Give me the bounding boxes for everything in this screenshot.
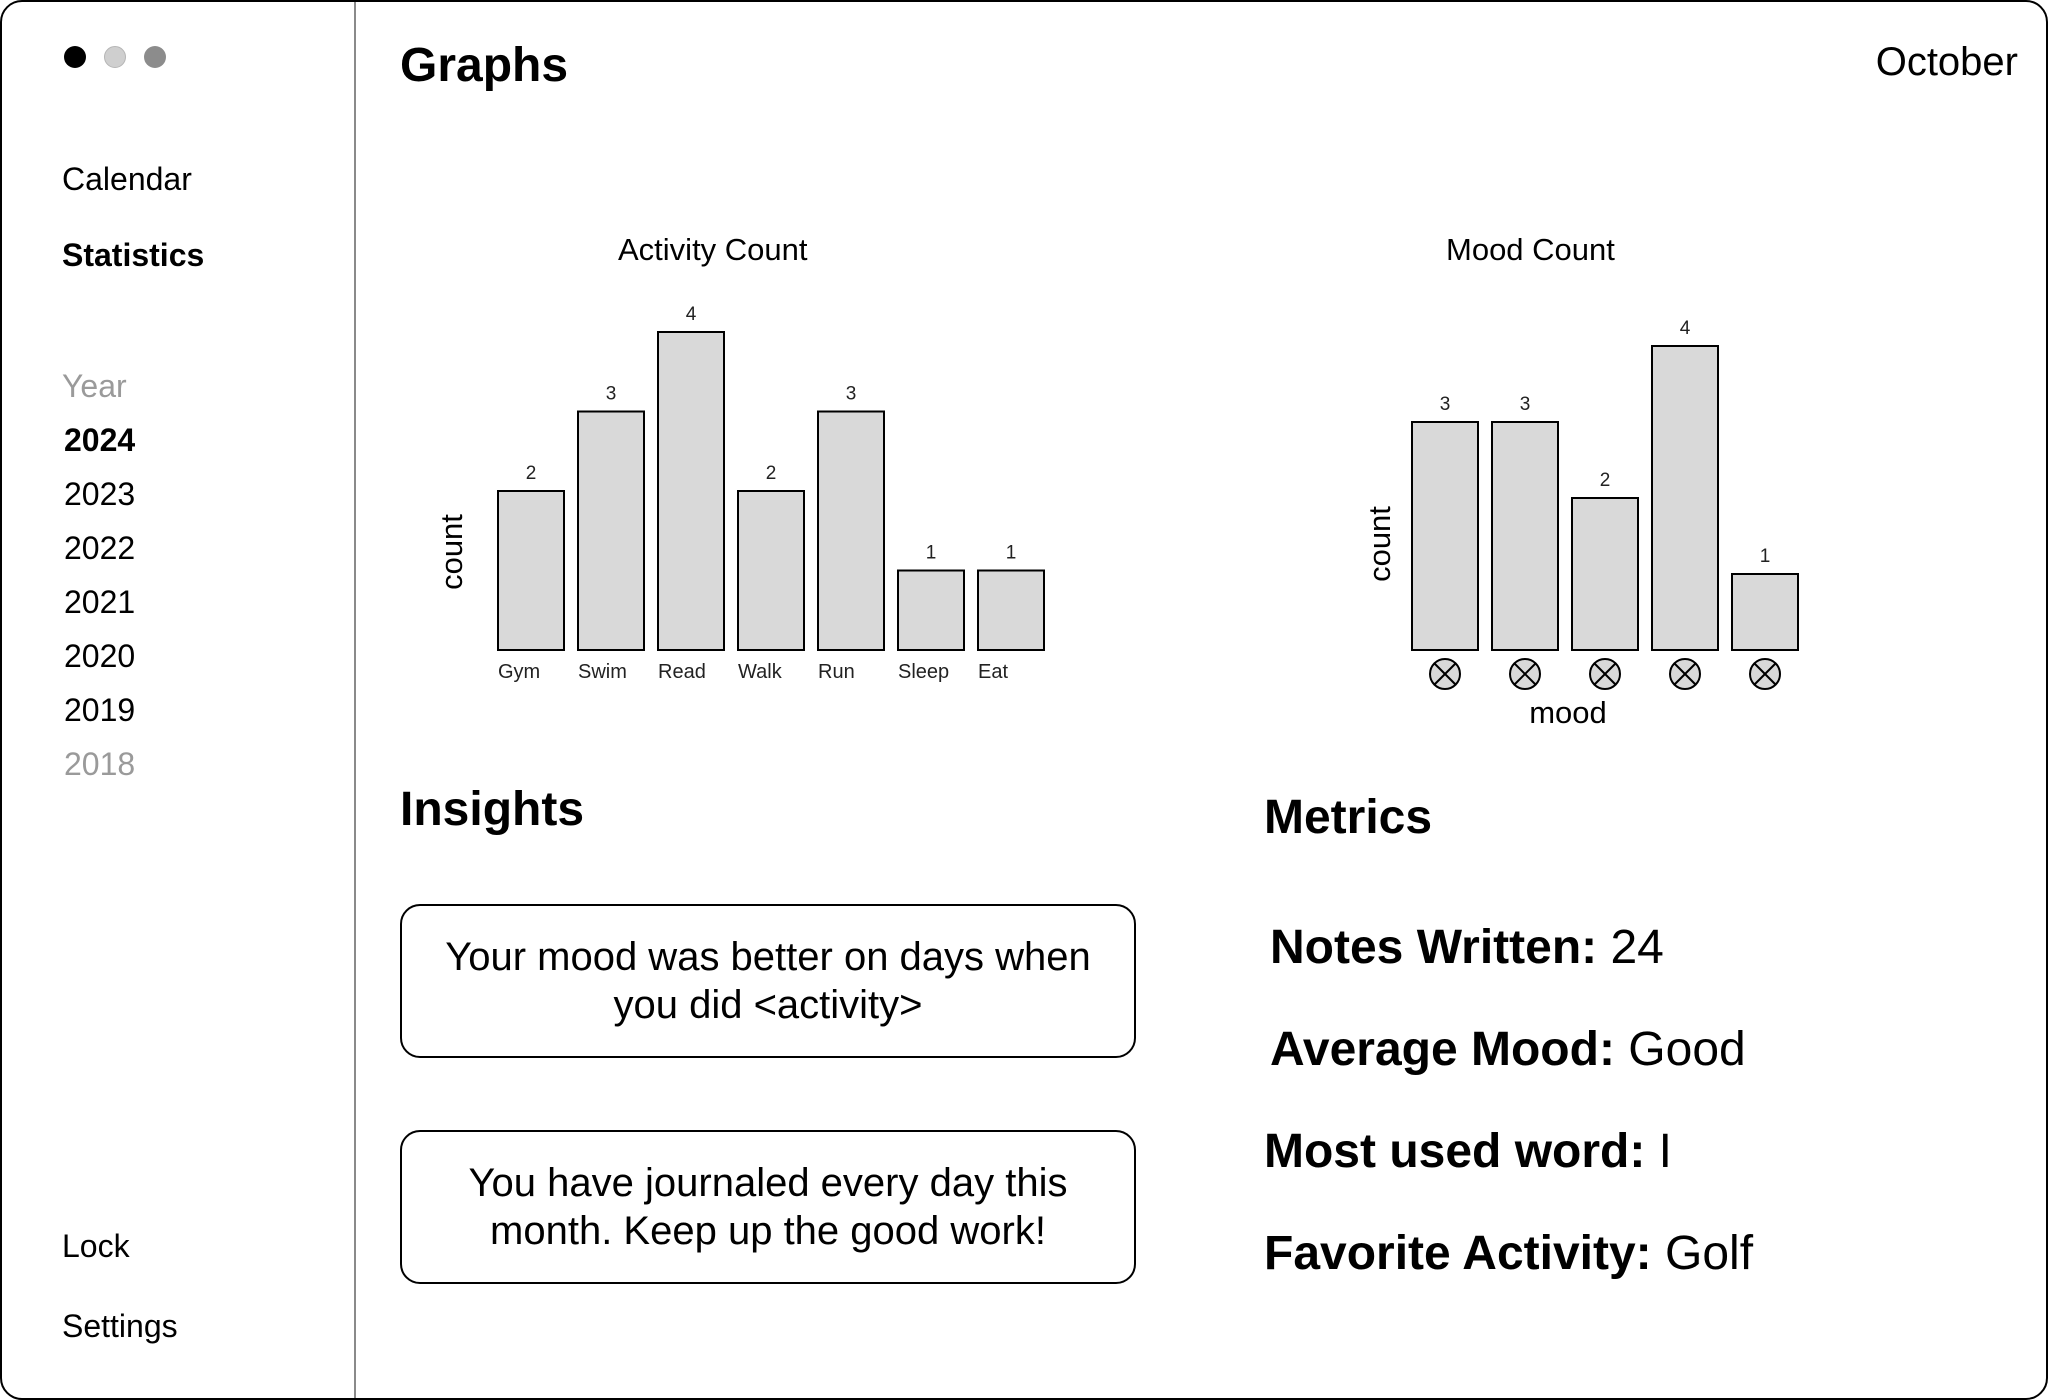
year-2024[interactable]: 2024: [64, 422, 136, 458]
tick-label: Swim: [578, 661, 627, 683]
bar: [1491, 421, 1559, 651]
bar: [1731, 573, 1799, 651]
mood-icon: [1509, 658, 1541, 690]
nav-lock[interactable]: Lock: [62, 1228, 130, 1264]
mood-icon-cross: [1673, 662, 1697, 686]
data-label: 2: [766, 463, 777, 484]
bar: [1651, 345, 1719, 651]
insight-text: You have journaled every day this month.…: [468, 1161, 1068, 1253]
data-label: 3: [846, 384, 857, 405]
metric-value: Good: [1628, 1023, 1746, 1076]
bar: [817, 410, 885, 651]
metrics-heading: Metrics: [1264, 791, 1433, 844]
minimize-dot[interactable]: [104, 46, 126, 68]
mood-count-chart: 3 3 2 4 1 count mood: [1362, 318, 1799, 730]
insight-card: You have journaled every day this month.…: [400, 1130, 1136, 1284]
nav-statistics[interactable]: Statistics: [62, 237, 205, 273]
data-label: 4: [686, 304, 697, 325]
mood-icon: [1589, 658, 1621, 690]
bar: [897, 569, 965, 651]
activity-chart-title: Activity Count: [618, 232, 808, 267]
metric-key: Notes Written:: [1270, 921, 1598, 974]
bar: [657, 331, 725, 651]
mood-icon: [1429, 658, 1461, 690]
metric-value: 24: [1610, 921, 1664, 974]
data-label: 1: [926, 543, 937, 564]
mood-icon-cross: [1513, 662, 1537, 686]
metric-favorite-activity: Favorite Activity: Golf: [1264, 1226, 1753, 1281]
x-axis-label: mood: [1529, 695, 1607, 730]
bar: [737, 490, 805, 651]
mood-icon: [1669, 658, 1701, 690]
year-heading: Year: [62, 368, 127, 404]
bar: [577, 410, 645, 651]
insights-heading: Insights: [400, 783, 585, 836]
insight-text: Your mood was better on days when you di…: [445, 935, 1091, 1027]
main-content: Graphs October Activity Count 2 Gym 3 Swim 4…: [356, 2, 2046, 1398]
tick-label: Sleep: [898, 661, 949, 683]
metric-notes-written: Notes Written: 24: [1270, 920, 1664, 975]
data-label: 2: [1600, 470, 1611, 491]
y-axis-label: count: [434, 514, 469, 590]
year-2020[interactable]: 2020: [64, 638, 136, 674]
mood-icon-cross: [1753, 662, 1777, 686]
y-axis-label: count: [1362, 506, 1397, 582]
data-label: 3: [1520, 394, 1531, 415]
activity-count-chart: 2 Gym 3 Swim 4 Read 2 Walk 3 Run 1 Sleep 1 Eat count: [434, 304, 1045, 683]
tick-label: Read: [658, 661, 706, 683]
year-2022[interactable]: 2022: [64, 530, 136, 566]
data-label: 3: [606, 384, 617, 405]
year-2023[interactable]: 2023: [64, 476, 136, 512]
metric-average-mood: Average Mood: Good: [1270, 1022, 1746, 1077]
mood-icon-cross: [1433, 662, 1457, 686]
year-2018[interactable]: 2018: [64, 746, 136, 782]
year-2019[interactable]: 2019: [64, 692, 136, 728]
sidebar: Calendar Statistics Year 2024 2023 2022 …: [2, 2, 356, 1398]
insight-card: Your mood was better on days when you di…: [400, 904, 1136, 1058]
bar: [1571, 497, 1639, 651]
bar: [497, 490, 565, 651]
tick-label: Gym: [498, 661, 540, 683]
mood-icon: [1749, 658, 1781, 690]
metric-key: Most used word:: [1264, 1125, 1646, 1178]
metric-value: I: [1658, 1125, 1673, 1178]
page-title: Graphs: [400, 39, 569, 92]
data-label: 2: [526, 463, 537, 484]
tick-label: Walk: [738, 661, 783, 683]
metric-key: Average Mood:: [1270, 1023, 1615, 1076]
nav-settings[interactable]: Settings: [62, 1308, 178, 1344]
data-label: 1: [1760, 546, 1771, 567]
data-label: 1: [1006, 543, 1017, 564]
maximize-dot[interactable]: [144, 46, 166, 68]
bar: [977, 569, 1045, 651]
data-label: 4: [1680, 318, 1691, 339]
tick-label: Run: [818, 661, 855, 683]
metric-value: Golf: [1665, 1227, 1754, 1280]
bar: [1411, 421, 1479, 651]
mood-chart-title: Mood Count: [1446, 232, 1615, 267]
month-label[interactable]: October: [1875, 40, 2018, 84]
tick-label: Eat: [978, 661, 1008, 683]
nav-calendar[interactable]: Calendar: [62, 161, 192, 197]
metric-most-used-word: Most used word: I: [1264, 1124, 1672, 1179]
data-label: 3: [1440, 394, 1451, 415]
mood-icon-cross: [1593, 662, 1617, 686]
metric-key: Favorite Activity:: [1264, 1227, 1652, 1280]
close-dot[interactable]: [64, 46, 86, 68]
year-2021[interactable]: 2021: [64, 584, 136, 620]
